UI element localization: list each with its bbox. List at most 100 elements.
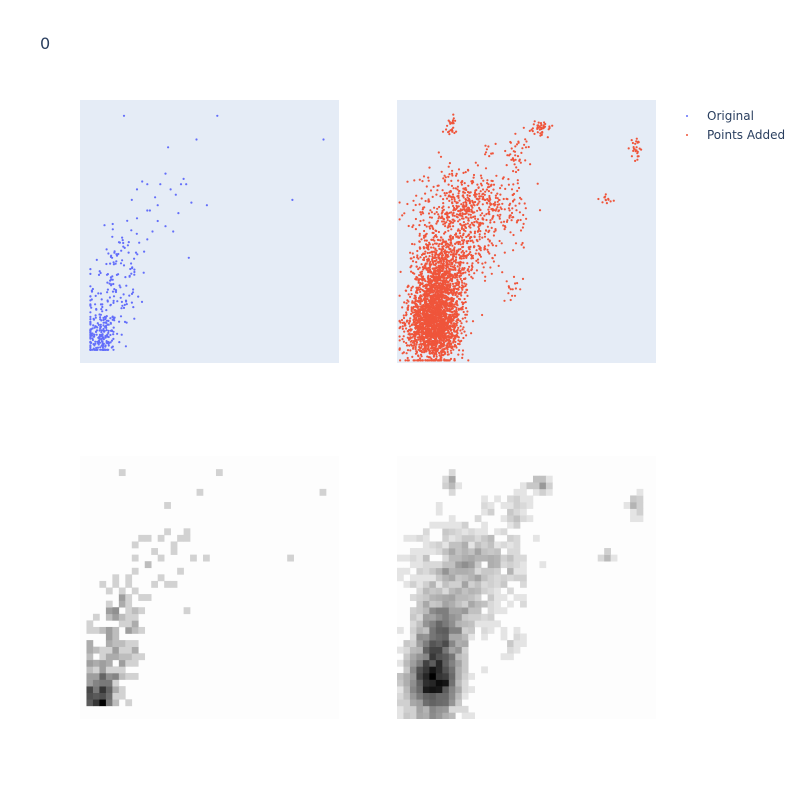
heatmap-cell — [500, 502, 508, 509]
original-point — [95, 346, 98, 349]
heatmap-cell — [409, 646, 417, 654]
heatmap-cell — [630, 508, 637, 516]
points-added-point — [445, 315, 448, 318]
heatmap-cell — [481, 548, 488, 555]
legend-item-points-added[interactable]: Points Added — [678, 125, 785, 144]
points-added-point — [419, 312, 422, 315]
heatmap-cell — [435, 633, 443, 641]
points-added-point — [508, 209, 511, 212]
points-added-point — [510, 147, 513, 150]
heatmap-cell — [513, 561, 521, 569]
points-added-point — [473, 235, 476, 238]
heatmap-cell — [409, 580, 417, 588]
points-added-point — [419, 281, 422, 285]
points-added-point — [421, 180, 424, 183]
points-added-point — [440, 248, 443, 251]
heatmap-cell — [86, 672, 94, 680]
heatmap-cell — [416, 594, 424, 601]
points-added-point — [432, 231, 435, 235]
heatmap-cell — [422, 528, 430, 536]
points-added-point — [422, 258, 426, 262]
points-added-point — [446, 212, 449, 215]
heatmap-cell — [442, 659, 450, 667]
points-added-point — [436, 339, 439, 342]
points-added-point — [444, 294, 447, 297]
scatter-panel-points-added[interactable] — [397, 100, 656, 363]
heatmap-cell — [474, 548, 482, 555]
original-point — [90, 334, 94, 337]
heatmap-cell — [474, 620, 482, 628]
points-added-point — [464, 223, 467, 226]
original-point — [322, 138, 325, 141]
points-added-point — [463, 251, 466, 254]
points-added-point — [445, 261, 448, 264]
points-added-point — [419, 359, 422, 362]
points-added-point — [478, 253, 481, 256]
points-added-point — [409, 251, 412, 254]
heatmap-cell — [170, 548, 178, 555]
points-added-point — [453, 198, 456, 201]
scatter-panel-original[interactable] — [80, 100, 339, 363]
points-added-point — [520, 198, 523, 201]
points-added-point — [493, 254, 497, 257]
original-point — [177, 212, 180, 215]
points-added-point — [476, 240, 479, 243]
heatmap-cell — [422, 567, 430, 575]
points-added-point — [510, 158, 513, 161]
points-added-point — [478, 195, 481, 198]
heatmap-cell — [422, 561, 430, 569]
points-added-point — [438, 303, 441, 306]
points-added-point — [457, 326, 460, 329]
heatmap-cell — [416, 666, 424, 674]
points-added-point — [469, 223, 472, 226]
points-added-point — [491, 217, 494, 220]
points-added-point — [451, 274, 454, 277]
points-added-point — [452, 204, 455, 208]
heatmap-panel-original[interactable] — [80, 456, 339, 719]
heatmap-panel-points-added[interactable] — [397, 456, 656, 719]
points-added-point — [492, 183, 496, 186]
heatmap-cell — [125, 613, 133, 621]
points-added-point — [448, 359, 451, 362]
points-added-point — [438, 215, 441, 218]
points-added-point — [473, 221, 476, 224]
points-added-point — [414, 300, 417, 303]
points-added-point — [424, 262, 427, 265]
heatmap-cell — [416, 653, 424, 661]
original-point — [130, 272, 133, 275]
points-added-point — [422, 212, 425, 215]
points-added-point — [461, 239, 464, 242]
points-added-point — [449, 189, 452, 193]
original-point — [116, 300, 119, 303]
points-added-point — [453, 264, 456, 267]
points-added-point — [513, 198, 516, 201]
original-point — [120, 300, 123, 303]
heatmap-cell — [409, 574, 417, 582]
points-added-point — [409, 336, 412, 339]
points-added-point — [440, 359, 443, 362]
heatmap-cell — [183, 528, 191, 536]
original-point — [99, 316, 102, 319]
points-added-point — [493, 204, 496, 207]
points-added-point — [640, 148, 643, 151]
original-point — [89, 268, 92, 271]
points-added-point — [407, 338, 411, 341]
original-point — [105, 262, 108, 266]
points-added-point — [454, 119, 457, 122]
points-added-point — [456, 328, 459, 331]
points-added-point — [454, 344, 457, 348]
points-added-point — [434, 291, 437, 295]
points-added-point — [494, 196, 497, 199]
points-added-point — [404, 322, 407, 325]
points-added-point — [605, 202, 608, 205]
points-added-point — [489, 221, 492, 224]
heatmap-cell — [112, 679, 120, 687]
points-added-point — [430, 263, 433, 266]
points-added-point — [481, 313, 484, 317]
heatmap-cell — [474, 567, 482, 575]
heatmap-cell — [435, 607, 443, 615]
points-added-point — [430, 251, 433, 254]
points-added-point — [434, 297, 437, 300]
points-added-point — [524, 207, 527, 210]
legend-item-original[interactable]: Original — [678, 106, 785, 125]
